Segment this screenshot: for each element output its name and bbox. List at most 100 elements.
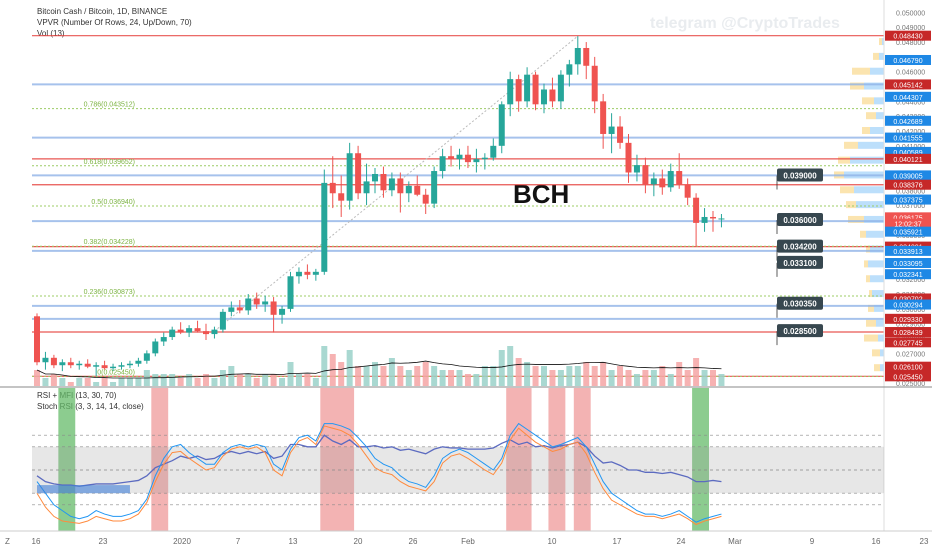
fib-label: 0.5(0.036940) [91, 199, 135, 206]
volume-bar [498, 350, 505, 386]
volume-bar [524, 362, 531, 386]
price-label-box [885, 313, 931, 324]
price-label: 0.042689 [893, 119, 922, 126]
osc-line [36, 434, 722, 487]
price-tick: 0.030000 [896, 307, 925, 314]
callout-box [777, 255, 823, 269]
price-label-box [885, 54, 931, 65]
vpvr-down [879, 52, 884, 60]
overbought-highlight [548, 388, 566, 531]
fib-label: 0.382(0.034228) [84, 239, 135, 246]
volume-bar [693, 358, 700, 386]
fib-label: 0.618(0.039652) [84, 159, 135, 166]
vpvr-up [873, 52, 879, 60]
candle-body [557, 74, 564, 102]
price-label: 0.040121 [893, 157, 922, 164]
fib-label: 0(0.025450) [97, 369, 135, 376]
price-label-box [885, 218, 931, 229]
price-label-box [885, 337, 931, 348]
volume-bar [414, 366, 421, 386]
volume-bar [456, 370, 463, 386]
volume-bar [464, 374, 471, 386]
volume-bar [507, 346, 514, 386]
overbought-highlight [573, 388, 591, 531]
price-label: 0.038376 [893, 183, 922, 190]
candle-body [160, 337, 167, 342]
volume-bar [110, 382, 117, 386]
volume-bar [338, 362, 345, 386]
volume-bar [355, 366, 362, 386]
time-tick: Feb [461, 537, 475, 546]
candle-body [101, 365, 108, 369]
candle-body [600, 101, 607, 134]
volume-bar [642, 370, 649, 386]
candle-body [143, 353, 150, 361]
volume-bar [312, 378, 319, 386]
price-label: 0.037375 [893, 198, 922, 205]
volume-bar [448, 370, 455, 386]
candle-body [110, 366, 117, 369]
volume-bar [515, 358, 522, 386]
price-tick: 0.050000 [896, 10, 925, 17]
price-tick: 0.049000 [896, 25, 925, 32]
vpvr-down [874, 97, 884, 105]
vpvr-down [876, 319, 884, 327]
candle-body [194, 328, 201, 332]
callout-box [777, 212, 823, 226]
callout-box [777, 296, 823, 310]
volume-bar [228, 366, 235, 386]
volume-bar [160, 374, 167, 386]
price-label-box [885, 269, 931, 280]
candle-body [608, 126, 615, 134]
vpvr-down [876, 112, 884, 120]
candle-body [617, 126, 624, 143]
volume-bar [625, 370, 632, 386]
candle-body [667, 171, 674, 188]
price-label: 0.039005 [893, 173, 922, 180]
candle-body [532, 74, 539, 105]
price-label-box [885, 327, 931, 338]
price-label-box [885, 146, 931, 157]
candle-body [431, 171, 438, 204]
vpvr-up [840, 186, 854, 194]
volume-bar [67, 382, 74, 386]
candle-body [93, 365, 100, 367]
volume-bar [253, 378, 260, 386]
vpvr-label: VPVR (Number Of Rows, 24, Up/Down, 70) [37, 18, 192, 27]
price-label: 0.040589 [893, 150, 922, 157]
vpvr-down [866, 230, 884, 238]
price-label-box [885, 153, 931, 164]
price-label: 0.033913 [893, 249, 922, 256]
price-label-box [885, 179, 931, 190]
candle-body [439, 156, 446, 172]
price-label: 0.045142 [893, 82, 922, 89]
vpvr-up [866, 319, 876, 327]
ticker-label: BCH [513, 179, 569, 209]
vpvr-up [860, 230, 866, 238]
candle-body [422, 194, 429, 204]
price-label: 0.029330 [893, 317, 922, 324]
time-tick: 16 [32, 537, 41, 546]
price-label-box [885, 212, 931, 223]
volume-bar [101, 378, 108, 386]
volume-bar [405, 370, 412, 386]
candle-body [388, 178, 395, 191]
candle-body [566, 64, 573, 75]
vol-label: Vol (13) [37, 29, 65, 38]
candle-body [481, 157, 488, 160]
chart-title: Bitcoin Cash / Bitcoin, 1D, BINANCE [37, 7, 167, 16]
price-tick: 0.042000 [896, 129, 925, 136]
candle-body [338, 193, 345, 201]
vpvr-up [872, 349, 880, 357]
volume-bar [490, 366, 497, 386]
vpvr-up [862, 127, 870, 134]
price-label: 0.032341 [893, 272, 922, 279]
fib-label: 0.236(0.030873) [84, 289, 135, 296]
volume-bar [591, 366, 598, 386]
time-tick: 23 [920, 537, 929, 546]
time-axis[interactable]: 16 23 2020 7 13 20 26 Feb 10 17 24 Mar 9 16 23 [32, 537, 929, 546]
volume-bar [566, 366, 573, 386]
volume-bar [50, 374, 57, 386]
volume-bar [684, 370, 691, 386]
